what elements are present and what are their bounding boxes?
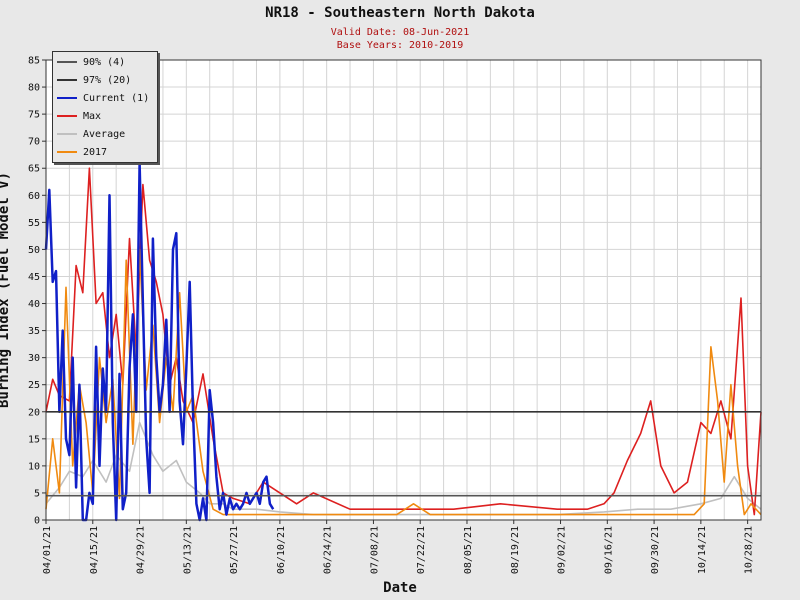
y-tick-label: 25: [28, 380, 40, 391]
legend-label: 90% (4): [83, 56, 126, 68]
legend-label: Current (1): [83, 92, 150, 104]
y-tick-label: 40: [28, 299, 40, 310]
x-tick-label: 05/27/21: [229, 526, 240, 574]
valid-date-subtitle: Valid Date: 08-Jun-2021: [330, 27, 470, 38]
legend-swatch: [57, 61, 77, 63]
y-tick-label: 60: [28, 191, 40, 202]
legend-label: 2017: [83, 146, 108, 158]
y-tick-label: 75: [28, 110, 40, 121]
y-tick-label: 55: [28, 218, 40, 229]
base-years-subtitle: Base Years: 2010-2019: [336, 40, 464, 51]
plot-frame: [45, 59, 762, 521]
y-tick-label: 45: [28, 272, 40, 283]
y-tick-label: 85: [28, 56, 40, 67]
legend-swatch: [57, 151, 77, 153]
legend-swatch: [57, 133, 77, 135]
x-tick-label: 05/13/21: [182, 526, 193, 574]
x-tick-label: 07/08/21: [369, 526, 380, 574]
y-tick-label: 70: [28, 137, 40, 148]
legend-swatch: [57, 79, 77, 81]
legend-item: 90% (4): [57, 55, 125, 69]
x-tick-label: 09/30/21: [650, 526, 661, 574]
legend-swatch: [57, 115, 77, 117]
legend-item: Max: [57, 109, 101, 123]
x-tick-label: 08/05/21: [463, 526, 474, 574]
x-tick-label: 10/28/21: [744, 526, 755, 574]
y-tick-label: 20: [28, 407, 40, 418]
legend-item: Average: [57, 127, 125, 141]
x-tick-label: 09/16/21: [603, 526, 614, 574]
series-line-2: [45, 248, 762, 516]
y-tick-label: 65: [28, 164, 40, 175]
y-tick-label: 5: [34, 488, 40, 499]
y-tick-label: 0: [34, 516, 40, 527]
y-tick-label: 15: [28, 434, 40, 445]
x-tick-label: 08/19/21: [510, 526, 521, 574]
legend-label: Max: [83, 110, 102, 122]
x-tick-label: 07/22/21: [416, 526, 427, 574]
x-tick-label: 10/14/21: [697, 526, 708, 574]
legend-swatch: [57, 97, 77, 99]
legend-item: Current (1): [57, 91, 149, 105]
y-tick-label: 35: [28, 326, 40, 337]
chart-legend: 90% (4) 97% (20) Current (1) Max Average 2017: [52, 51, 158, 163]
y-tick-label: 80: [28, 83, 40, 94]
y-tick-label: 30: [28, 353, 40, 364]
y-tick-label: 10: [28, 461, 40, 472]
x-tick-label: 04/29/21: [136, 526, 147, 574]
plot-area: [46, 60, 761, 520]
y-axis-label: Burning Index (Fuel Model V): [0, 171, 12, 409]
legend-item: 97% (20): [57, 73, 131, 87]
legend-label: Average: [83, 128, 126, 140]
x-axis-label: Date: [383, 580, 417, 596]
legend-item: 2017: [57, 145, 107, 159]
x-tick-label: 06/10/21: [276, 526, 287, 574]
x-tick-label: 09/02/21: [557, 526, 568, 574]
chart-title: NR18 - Southeastern North Dakota: [265, 5, 535, 21]
x-tick-label: 04/01/21: [42, 526, 53, 574]
x-tick-label: 06/24/21: [323, 526, 334, 574]
x-tick-label: 04/15/21: [89, 526, 100, 574]
legend-label: 97% (20): [83, 74, 132, 86]
y-tick-label: 50: [28, 245, 40, 256]
